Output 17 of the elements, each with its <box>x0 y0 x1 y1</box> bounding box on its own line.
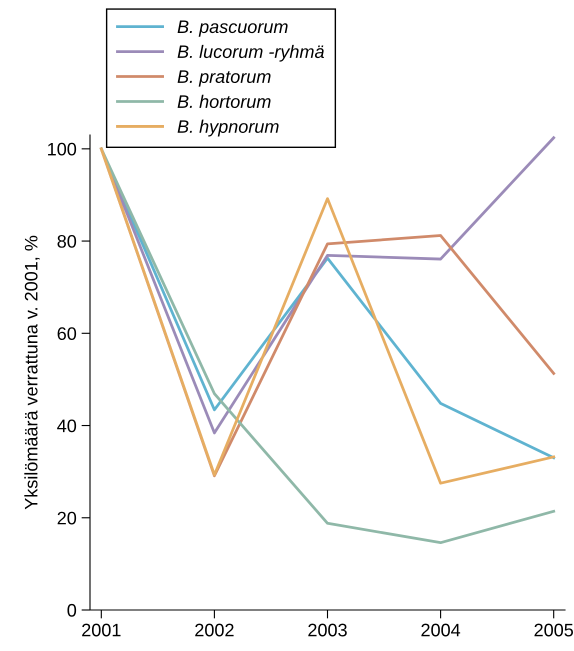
x-tick-label: 2002 <box>195 624 234 636</box>
y-tick-label: 100 <box>48 142 76 156</box>
y-tick-label: 0 <box>67 604 76 617</box>
legend-label: B. lucorum -ryhmä <box>178 44 324 62</box>
legend-label: B. pascuorum <box>178 20 288 37</box>
x-tick-label: 2005 <box>534 624 574 636</box>
legend-label: B. hortorum <box>178 94 271 108</box>
y-axis-title: Yksilömäärä verrattuna v. 2001, % <box>24 236 40 510</box>
legend-label: B. pratorum <box>178 70 271 87</box>
y-tick-label: 80 <box>58 235 76 248</box>
y-tick-label: 20 <box>58 512 76 524</box>
x-tick-label: 2004 <box>421 624 460 636</box>
x-tick-label: 2003 <box>308 624 347 636</box>
legend-label: B. hypnorum <box>178 120 279 137</box>
y-tick-label: 60 <box>58 327 76 340</box>
x-tick-label: 2001 <box>82 624 121 636</box>
y-tick-label: 40 <box>57 419 76 432</box>
